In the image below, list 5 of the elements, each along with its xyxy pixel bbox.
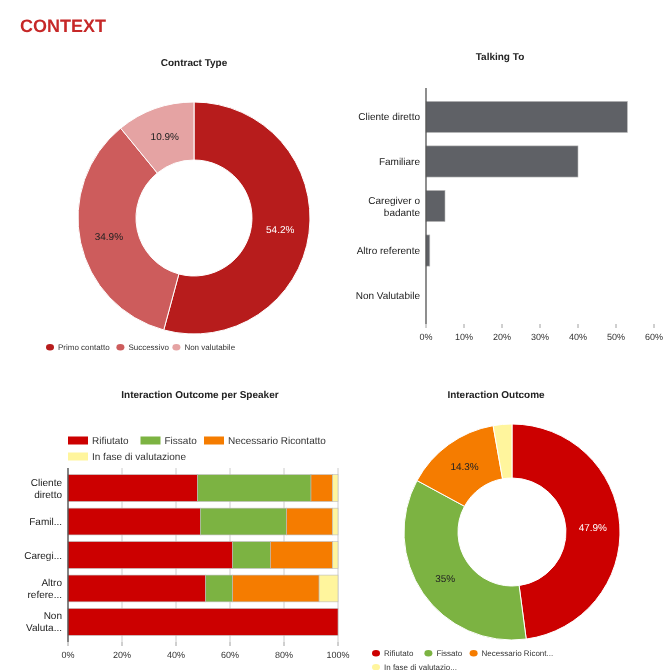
bar	[425, 101, 628, 133]
bar	[425, 145, 579, 178]
bar	[425, 190, 446, 222]
bar	[67, 608, 339, 636]
text: CONTEXT	[20, 16, 108, 36]
